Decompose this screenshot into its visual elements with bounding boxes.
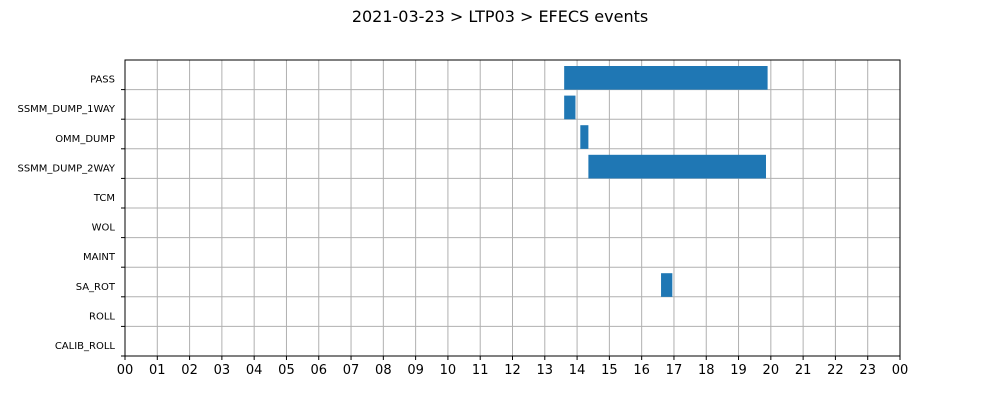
chart-title: 2021-03-23 > LTP03 > EFECS events — [352, 7, 648, 26]
event-bar — [564, 95, 576, 120]
y-tick-label: WOL — [92, 223, 116, 234]
x-tick-label: 14 — [569, 363, 586, 378]
x-tick-label: 00 — [117, 363, 134, 378]
event-bar — [564, 66, 768, 90]
event-bar — [580, 125, 589, 149]
x-tick-label: 20 — [763, 363, 780, 378]
x-tick-label: 10 — [440, 363, 457, 378]
y-tick-label: SSMM_DUMP_2WAY — [17, 163, 115, 174]
x-tick-label: 04 — [246, 363, 263, 378]
x-tick-label: 09 — [407, 363, 424, 378]
x-tick-label: 08 — [375, 363, 392, 378]
y-tick-label: OMM_DUMP — [55, 134, 115, 145]
x-tick-label: 23 — [859, 363, 876, 378]
x-tick-label: 21 — [795, 363, 812, 378]
x-tick-label: 05 — [278, 363, 295, 378]
x-tick-label: 03 — [214, 363, 231, 378]
x-tick-label: 16 — [633, 363, 650, 378]
x-tick-label: 11 — [472, 363, 489, 378]
y-tick-label: TCM — [93, 193, 115, 204]
x-tick-label: 01 — [149, 363, 166, 378]
plot-frame — [124, 59, 901, 357]
y-tick-label: SSMM_DUMP_1WAY — [17, 104, 115, 115]
y-tick-label: CALIB_ROLL — [55, 341, 116, 352]
x-tick-label: 15 — [601, 363, 618, 378]
x-tick-label: 06 — [310, 363, 327, 378]
x-tick-label: 13 — [537, 363, 554, 378]
y-tick-label: SA_ROT — [76, 282, 116, 293]
x-tick-label: 18 — [698, 363, 715, 378]
y-axis: PASS SSMM_DUMP_1WAY OMM_DUMP SSMM_DUMP_2WAY… — [17, 75, 125, 357]
y-tick-label: MAINT — [83, 252, 116, 263]
x-axis: 00 01 02 03 04 05 06 07 08 09 10 11 12 13 14 15 16 17 18 19… — [117, 356, 909, 378]
x-tick-label: 07 — [343, 363, 360, 378]
x-tick-label: 00 — [892, 363, 909, 378]
x-tick-label: 19 — [730, 363, 747, 378]
x-tick-label: 02 — [181, 363, 198, 378]
grid — [124, 60, 901, 357]
x-tick-label: 22 — [827, 363, 844, 378]
x-tick-label: 17 — [666, 363, 683, 378]
y-tick-label: ROLL — [89, 311, 115, 322]
event-bar — [661, 273, 673, 297]
y-tick-label: PASS — [90, 75, 115, 86]
bars — [564, 66, 768, 297]
x-tick-label: 12 — [504, 363, 521, 378]
event-bar — [588, 154, 766, 179]
